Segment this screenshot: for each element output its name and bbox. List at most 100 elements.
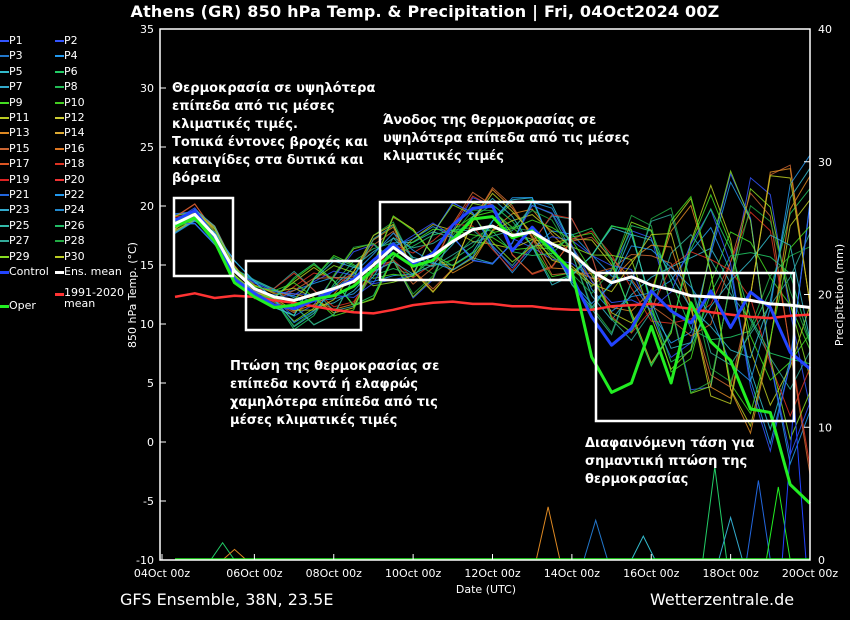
legend-swatch [0,224,9,227]
legend-swatch [0,132,9,135]
legend-label: P9 [9,95,23,109]
legend-swatch [55,40,64,42]
y2-tick-label: 20 [818,289,832,302]
y-axis-label: 850 hPa Temp. (°C) [126,242,139,348]
ensemble-member-line [174,197,811,349]
legend-label: P8 [64,80,78,94]
ensemble-member-line [174,213,811,418]
y-tick-label: 35 [140,23,154,36]
legend-swatch [55,178,64,181]
ensemble-member-line [174,204,811,454]
legend-label: P17 [9,157,30,171]
legend-swatch [55,224,64,227]
legend-label: P2 [64,34,78,47]
legend-swatch [55,293,64,296]
legend-label: Oper [9,299,36,312]
y2-tick-label: 10 [818,421,832,434]
legend-swatch [55,117,64,119]
legend: P1 P2 P3 P4 P5 P6 P7 P8 P9 P10 P11 P12 P13 P14 P15 P16 P… [0,34,130,324]
precip-spike [630,534,656,561]
legend-swatch [0,147,9,150]
legend-swatch [0,117,9,119]
legend-label: P6 [64,64,78,78]
legend-swatch [0,70,9,73]
legend-swatch [0,163,9,166]
y2-tick-label: 40 [818,23,832,36]
legend-label: Ens. mean [64,265,122,278]
legend-swatch [55,240,64,243]
x-tick-label: 18Oct 00z [702,567,759,580]
ensemble-member-line [174,213,811,391]
x-tick-label: 16Oct 00z [623,567,680,580]
legend-label: P28 [64,234,85,248]
legend-swatch [0,101,9,104]
box-cooling [244,259,363,332]
x-tick-label: 12Oct 00z [464,567,521,580]
x-tick-label: 10Oct 00z [385,567,442,580]
legend-swatch [55,55,64,58]
annotation-boxes [172,196,796,423]
series-line-oper [174,215,812,505]
precip-spike [765,486,791,561]
legend-label: P4 [64,49,78,63]
footer-source: Wetterzentrale.de [650,590,795,609]
legend-label: P19 [9,172,30,186]
legend-swatch [0,305,9,308]
legend-label: P29 [9,249,30,263]
chart-title: Athens (GR) 850 hPa Temp. & Precipitatio… [130,2,720,21]
x-tick-label: 08Oct 00z [306,567,363,580]
legend-label: P27 [9,234,30,248]
precip-spike [222,548,247,561]
legend-label: P13 [9,126,30,140]
annotation-warming: Άνοδος της θερμοκρασίας σε υψηλότερα επί… [383,113,630,164]
legend-swatch [55,70,64,73]
legend-label: P30 [64,249,85,263]
legend-label: P15 [9,141,30,155]
axis-ticks: -10 -5 0 5 10 15 20 25 30 35 0 10 20 30 40 04Oct 00z 06O… [134,23,839,580]
legend-label: P3 [9,49,23,63]
legend-label: P10 [64,95,85,109]
legend-label: P5 [9,64,23,78]
legend-swatch [55,209,64,212]
y-tick-label: 0 [147,436,154,449]
y-tick-label: 20 [140,200,154,213]
y-tick-label: 25 [140,141,154,154]
precip-spike [702,467,728,561]
x-tick-label: 14Oct 00z [544,567,601,580]
legend-swatch [55,194,64,196]
annotation-early-warm: Θερμοκρασία σε υψηλότερα επίπεδα από τις… [172,81,376,186]
legend-label: P22 [64,188,85,201]
precip-spike [746,480,771,561]
ensemble-member-line [174,204,811,394]
legend-label: P24 [64,203,85,217]
legend-swatch [0,86,9,89]
y2-axis-label: Precipitation (mm) [833,244,846,346]
ensemble-member-line [174,175,811,435]
x-tick-label: 20Oct 00z [782,567,839,580]
legend-swatch [55,147,64,150]
annotation-late-drop: Διαφαινόμενη τάση για σημαντική πτώση τη… [585,436,755,487]
legend-label: P7 [9,80,23,94]
y-tick-label: 30 [140,82,154,95]
legend-label: Control [9,265,49,278]
legend-swatch [0,240,9,243]
legend-swatch [55,86,64,89]
y-tick-label: -10 [136,554,154,567]
precip-spike [535,506,561,561]
legend-swatch [55,271,64,274]
box-early-warm [172,196,235,278]
y-tick-label: 10 [140,318,154,331]
precip-spike [718,515,743,561]
series-line-1991-2020-mean [174,292,811,320]
legend-label: P25 [9,218,30,232]
legend-label: P21 [9,188,30,201]
ensemble-member-line [174,195,811,415]
legend-swatch [0,40,9,42]
legend-swatch [0,255,9,258]
legend-label: P14 [64,126,85,140]
x-tick-label: 04Oct 00z [134,567,191,580]
series-line-ens-mean [174,212,811,309]
x-axis-label: Date (UTC) [456,583,516,596]
x-tick-label: 06Oct 00z [226,567,283,580]
